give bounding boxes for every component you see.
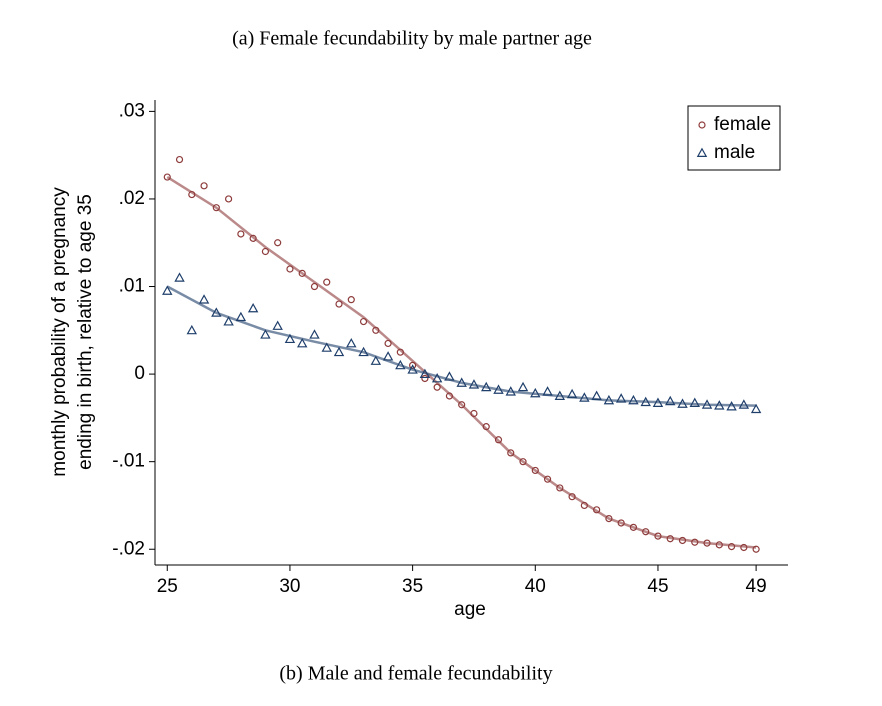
point [162,285,173,295]
point [323,278,331,286]
legend-marker [696,147,708,157]
point [198,294,210,304]
x-tick-label: 25 [157,576,178,597]
point [175,155,184,164]
point [200,182,208,190]
point [346,338,357,348]
point [458,401,466,409]
point [689,397,700,407]
y-axis-label: monthly probability of a pregnancy [49,187,70,477]
point [421,374,429,383]
legend-label: male [714,142,755,163]
y-tick-label: 0 [134,363,145,384]
point [507,449,515,457]
x-tick-label: 30 [279,576,300,597]
y-tick-label: .02 [119,188,145,209]
point [174,272,185,282]
y-tick-label: -.01 [112,451,145,472]
x-tick-label: 35 [402,576,423,597]
point [517,381,529,392]
point [665,395,676,406]
point [556,484,564,492]
point [296,338,308,348]
point [237,230,245,238]
legend-box [687,105,781,171]
point [370,355,382,365]
point [274,239,282,247]
point [272,320,283,330]
point [284,333,296,344]
point [347,296,355,304]
legend-marker [698,121,706,129]
legend-label: female [714,114,771,135]
x-tick-label: 45 [647,576,668,597]
point [260,329,271,339]
point [321,342,332,352]
point [333,346,345,357]
y-tick-label: .03 [119,100,145,121]
point [531,466,539,475]
point [519,458,527,466]
point [750,403,762,414]
point [223,316,234,326]
point [247,302,259,313]
y-axis-label: ending in birth, relative to age 35 [75,194,96,470]
fit-line [166,176,757,549]
x-tick-label: 49 [746,576,767,597]
chart-title: (a) Female fecundability by male partner… [232,28,592,50]
point [543,475,552,483]
y-tick-label: -.02 [112,538,145,559]
caption: (b) Male and female fecundability [279,663,552,685]
point [298,269,306,277]
fit-line [166,285,757,407]
point [309,329,320,339]
point [212,204,220,212]
x-tick-label: 40 [525,576,546,597]
point [163,173,171,181]
point [494,436,503,444]
x-axis-label: age [454,599,486,620]
y-tick-label: .01 [119,276,145,297]
point [186,324,198,335]
point [225,195,233,203]
